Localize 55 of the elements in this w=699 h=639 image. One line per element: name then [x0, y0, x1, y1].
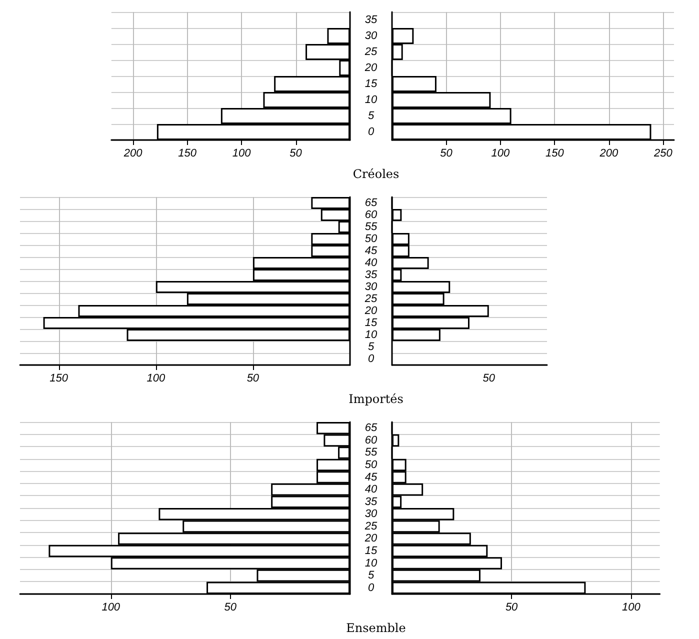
y-tick-label: 40 [364, 484, 378, 496]
x-axis-title: Créoles [352, 167, 400, 181]
y-tick-label: 0 [368, 582, 375, 594]
y-tick-label: 20 [364, 62, 378, 74]
x-tick-label: 100 [232, 148, 252, 160]
y-tick-label: 30 [364, 281, 378, 293]
y-tick-label: 20 [364, 532, 378, 545]
y-tick-label: 10 [364, 329, 378, 341]
x-tick-label: 150 [546, 148, 565, 160]
y-tick-label: 35 [364, 496, 378, 508]
x-tick-label: 50 [505, 602, 519, 614]
y-tick-label: 0 [368, 126, 375, 138]
x-tick-label: 100 [622, 602, 642, 614]
x-tick-label: 150 [50, 372, 69, 384]
y-tick-label: 5 [368, 341, 375, 353]
x-tick-label: 50 [290, 148, 303, 160]
x-tick-label: 100 [102, 602, 121, 614]
y-tick-label: 35 [364, 269, 378, 281]
y-tick-label: 60 [364, 209, 378, 221]
x-tick-label: 100 [146, 372, 166, 384]
x-tick-label: 100 [491, 148, 511, 160]
x-axis-title: Importés [348, 392, 404, 406]
x-tick-label: 200 [122, 148, 144, 160]
y-tick-label: 65 [364, 197, 378, 209]
y-tick-label: 45 [364, 245, 378, 257]
x-tick-label: 150 [178, 148, 198, 160]
y-tick-label: 30 [364, 508, 378, 520]
y-tick-label: 15 [364, 317, 378, 329]
y-tick-label: 30 [364, 30, 378, 42]
y-tick-label: 25 [364, 520, 378, 532]
x-tick-label: 50 [440, 148, 454, 160]
y-tick-label: 45 [364, 471, 378, 484]
y-tick-label: 25 [364, 46, 378, 58]
x-tick-label: 250 [652, 148, 674, 160]
x-tick-label: 200 [598, 148, 619, 160]
y-tick-label: 5 [368, 110, 375, 122]
y-tick-label: 60 [364, 434, 378, 446]
y-tick-label: 25 [364, 293, 378, 305]
x-axis-title: Ensemble [346, 621, 406, 635]
y-tick-label: 55 [364, 446, 378, 459]
y-tick-label: 35 [364, 14, 378, 26]
x-tick-label: 50 [224, 602, 238, 614]
y-tick-label: 55 [364, 221, 378, 233]
x-tick-label: 50 [246, 372, 260, 384]
y-tick-label: 40 [364, 257, 378, 269]
y-tick-label: 65 [364, 422, 378, 434]
y-tick-label: 5 [368, 570, 375, 582]
y-tick-label: 0 [368, 353, 375, 365]
y-tick-label: 10 [364, 94, 378, 106]
y-tick-label: 15 [364, 545, 378, 557]
y-tick-label: 50 [364, 233, 378, 245]
y-tick-label: 20 [364, 305, 378, 317]
y-tick-label: 50 [364, 459, 378, 471]
y-tick-label: 10 [364, 557, 378, 570]
y-tick-label: 15 [364, 78, 378, 90]
